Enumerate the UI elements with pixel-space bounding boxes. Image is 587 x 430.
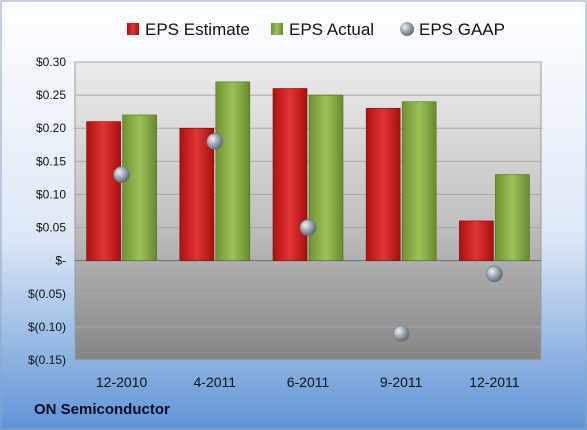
x-tick-label: 9-2011 [380,374,423,390]
y-tick-label: $(0.05) [28,287,66,301]
actual-bar [401,101,437,261]
estimate-bar [459,220,494,261]
estimate-bar [272,88,308,261]
gaap-points [113,133,503,342]
gaap-point [392,325,410,342]
company-name: ON Semiconductor [34,401,170,418]
legend: EPS Estimate EPS Actual EPS GAAP [127,20,505,39]
y-tick-label: $- [55,254,66,268]
y-tick-label: $0.25 [36,88,66,102]
y-tick-label: $0.05 [36,221,66,235]
y-tick-label: $0.30 [36,55,66,69]
x-tick-label: 12-2011 [469,374,520,390]
legend-swatch-estimate [127,23,139,35]
gaap-point [206,133,224,150]
y-tick-label: $0.10 [36,187,66,201]
actual-bar [215,81,251,261]
y-axis-ticks: $0.30 $0.25 $0.20 $0.15 $0.10 $0.05 $- $(0.05) $… [28,55,66,367]
x-tick-label: 6-2011 [287,374,330,390]
estimate-bar [365,108,401,261]
legend-swatch-gaap [400,22,414,36]
actual-bar [495,174,530,261]
gaap-point [113,166,130,183]
x-tick-label: 12-2010 [96,374,148,390]
actual-bar [308,94,344,261]
x-axis-ticks: 12-2010 4-2011 6-2011 9-2011 12-2011 [96,374,520,390]
estimate-bar [179,127,215,261]
estimate-bar [86,121,121,261]
legend-label: EPS GAAP [419,20,505,39]
legend-swatch-actual [271,23,283,35]
gaap-point [299,219,317,236]
y-tick-label: $(0.10) [28,320,66,334]
y-tick-label: $0.20 [36,121,66,135]
x-tick-label: 4-2011 [194,374,237,390]
legend-label: EPS Estimate [145,20,250,39]
legend-label: EPS Actual [289,20,374,39]
bars [86,81,530,261]
gaap-point [486,265,503,283]
y-tick-label: $0.15 [36,154,66,168]
actual-bar [122,114,157,261]
y-tick-label: $(0.15) [28,353,66,367]
